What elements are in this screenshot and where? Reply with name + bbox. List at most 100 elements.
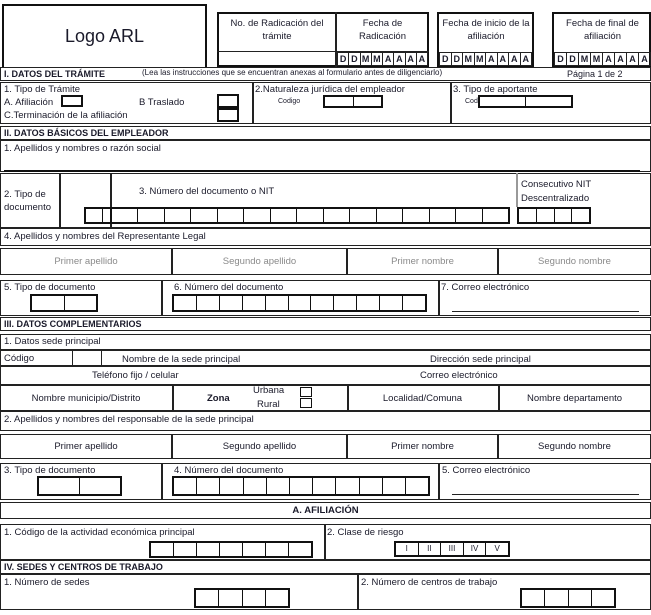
terminacion-checkbox[interactable] (217, 108, 239, 122)
tipo-doc-rep-cells[interactable] (30, 294, 98, 312)
input-cell[interactable] (324, 209, 351, 222)
date-cell[interactable]: A (509, 53, 521, 65)
name-field[interactable]: Segundo apellido (172, 434, 347, 459)
date-cell[interactable]: A (498, 53, 509, 65)
riesgo-option[interactable]: IV (464, 543, 487, 555)
input-cell[interactable] (243, 296, 266, 310)
date-cell[interactable]: M (475, 53, 486, 65)
date-cell[interactable]: D (349, 53, 361, 65)
input-cell[interactable] (174, 296, 197, 310)
date-cell[interactable]: A (406, 53, 417, 65)
date-cell[interactable]: M (372, 53, 383, 65)
name-field[interactable]: Primer nombre (347, 248, 498, 275)
input-cell[interactable] (545, 590, 569, 606)
input-cell[interactable] (86, 209, 103, 222)
riesgo-cells[interactable]: I II III IV V (394, 541, 510, 557)
input-cell[interactable] (325, 97, 354, 106)
input-cell[interactable] (197, 478, 221, 494)
date-cell[interactable]: D (452, 53, 463, 65)
input-cell[interactable] (266, 543, 289, 556)
input-cell[interactable] (191, 209, 218, 222)
traslado-checkbox[interactable] (217, 94, 239, 108)
input-cell[interactable] (430, 209, 457, 222)
date-cell[interactable]: D (440, 53, 452, 65)
name-field[interactable]: Primer nombre (347, 434, 498, 459)
num-doc-resp-cells[interactable] (172, 476, 430, 496)
input-cell[interactable] (336, 478, 360, 494)
input-cell[interactable] (244, 209, 271, 222)
input-cell[interactable] (357, 296, 381, 310)
name-field[interactable]: Primer apellido (0, 434, 172, 459)
date-cell[interactable]: A (603, 53, 615, 65)
input-cell[interactable] (218, 209, 245, 222)
consecutivo-cells[interactable] (517, 207, 591, 224)
date-cell[interactable]: M (591, 53, 603, 65)
input-cell[interactable] (480, 97, 526, 106)
input-cell[interactable] (403, 209, 430, 222)
input-cell[interactable] (289, 543, 311, 556)
tipo-doc-resp-cells[interactable] (37, 476, 122, 496)
sedes-cells[interactable] (194, 588, 290, 608)
input-cell[interactable] (483, 209, 508, 222)
input-cell[interactable] (569, 590, 592, 606)
date-cell[interactable]: A (627, 53, 639, 65)
input-cell[interactable] (65, 296, 97, 310)
input-cell[interactable] (334, 296, 358, 310)
input-cell[interactable] (197, 296, 220, 310)
input-cell[interactable] (32, 296, 65, 310)
date-cell[interactable]: M (361, 53, 372, 65)
input-cell[interactable] (267, 478, 290, 494)
urbana-checkbox[interactable] (300, 387, 312, 397)
input-cell[interactable] (165, 209, 192, 222)
input-cell[interactable] (360, 478, 383, 494)
input-cell[interactable] (220, 296, 243, 310)
actividad-cells[interactable] (149, 541, 313, 558)
date-cell[interactable]: A (641, 54, 648, 64)
input-cell[interactable] (406, 478, 428, 494)
input-cell[interactable] (350, 209, 377, 222)
input-cell[interactable] (311, 296, 335, 310)
riesgo-option[interactable]: I (396, 543, 419, 555)
rural-checkbox[interactable] (300, 398, 312, 408)
name-field[interactable]: Segundo nombre (498, 434, 651, 459)
date-cell[interactable]: M (579, 53, 591, 65)
input-cell[interactable] (243, 543, 266, 556)
riesgo-option[interactable]: III (441, 543, 464, 555)
riesgo-option[interactable]: II (419, 543, 442, 555)
date-cell[interactable]: D (567, 53, 579, 65)
input-cell[interactable] (383, 478, 406, 494)
date-cell[interactable]: M (463, 53, 475, 65)
input-cell[interactable] (112, 209, 139, 222)
input-cell[interactable] (39, 478, 80, 494)
date-cell[interactable]: D (338, 53, 350, 65)
input-cell[interactable] (522, 590, 546, 606)
input-cell[interactable] (196, 590, 220, 606)
input-cell[interactable] (555, 209, 573, 222)
input-cell[interactable] (592, 590, 614, 606)
date-cell[interactable]: A (418, 54, 426, 64)
input-cell[interactable] (403, 296, 425, 310)
input-cell[interactable] (377, 209, 404, 222)
input-cell[interactable] (138, 209, 165, 222)
centros-cells[interactable] (520, 588, 616, 608)
date-cell[interactable]: A (394, 53, 406, 65)
input-cell[interactable] (526, 97, 571, 106)
date-cell[interactable]: A (383, 53, 395, 65)
date-cell[interactable]: A (522, 54, 530, 64)
input-cell[interactable] (174, 478, 198, 494)
input-cell[interactable] (266, 590, 288, 606)
afiliacion-checkbox[interactable] (61, 95, 83, 107)
input-cell[interactable] (289, 296, 312, 310)
input-cell[interactable] (456, 209, 483, 222)
date-cell[interactable]: A (486, 53, 498, 65)
input-cell[interactable] (243, 590, 266, 606)
riesgo-option[interactable]: V (494, 544, 500, 553)
input-cell[interactable] (572, 209, 589, 222)
input-cell[interactable] (519, 209, 537, 222)
input-cell[interactable] (220, 478, 244, 494)
input-cell[interactable] (220, 543, 243, 556)
input-cell[interactable] (271, 209, 298, 222)
input-cell[interactable] (354, 97, 382, 106)
input-cell[interactable] (80, 478, 120, 494)
